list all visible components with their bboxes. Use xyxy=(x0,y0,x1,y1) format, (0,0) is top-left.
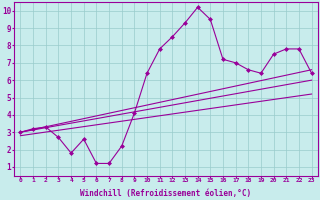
X-axis label: Windchill (Refroidissement éolien,°C): Windchill (Refroidissement éolien,°C) xyxy=(80,189,252,198)
